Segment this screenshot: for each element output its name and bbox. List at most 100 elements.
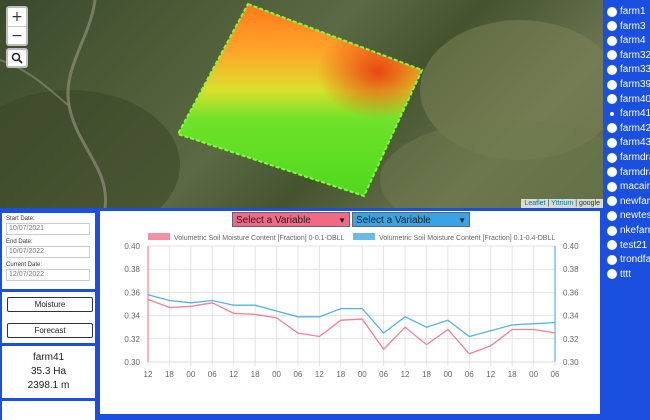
y-tick-right: 0.32 [563, 335, 579, 344]
farm-radio-button[interactable] [607, 269, 617, 280]
x-tick-label: 12 [315, 370, 324, 379]
x-tick-label: 12 [486, 370, 495, 379]
leaflet-link[interactable]: Leaflet [524, 200, 546, 207]
farm-radio-button[interactable] [607, 21, 617, 32]
farm-list-item[interactable]: farm4 [607, 34, 646, 47]
farm-list-item[interactable]: farm1 [607, 5, 646, 18]
farm-label: nkefarn [620, 225, 650, 236]
end-date-label: End Date: [6, 239, 33, 245]
x-tick-label: 12 [144, 370, 153, 379]
x-tick-label: 06 [293, 370, 302, 379]
variable-select-2[interactable]: Select a Variable ▼ [352, 212, 470, 227]
farm-radio-button[interactable] [607, 64, 617, 75]
x-tick-label: 18 [336, 370, 345, 379]
farm-label: farm40 [620, 93, 650, 105]
farm-perimeter: 2398.1 m [27, 380, 70, 391]
legend-label: Volumetric Soil Moisture Content [Fracti… [174, 235, 345, 242]
farm-radio-button[interactable] [607, 79, 617, 90]
farm-radio-button[interactable] [607, 35, 617, 46]
satellite-map[interactable]: + − Leaflet | Yttrium | google [0, 0, 603, 208]
google-credit: google [578, 200, 600, 207]
end-date-input[interactable]: 10/07/2022 [6, 246, 90, 258]
farm-radio-button[interactable] [607, 123, 617, 134]
moisture-button[interactable]: Moisture [7, 297, 93, 312]
farm-label: tttt [620, 268, 632, 280]
zoom-out-button[interactable]: − [8, 26, 26, 44]
farm-label: newtest [620, 210, 650, 222]
y-tick-left: 0.38 [124, 265, 140, 274]
farm-radio-button[interactable] [607, 6, 617, 17]
farm-list-item[interactable]: farmdra [607, 166, 650, 179]
y-tick-right: 0.34 [563, 312, 579, 321]
farm-list-item[interactable]: farm32 [607, 49, 650, 62]
farm-list-item[interactable]: farm3 [607, 20, 646, 33]
farm-radio-button[interactable] [607, 152, 617, 163]
x-tick-label: 18 [251, 370, 260, 379]
y-tick-right: 0.36 [563, 288, 579, 297]
farm-list-item[interactable]: farm41 [607, 107, 650, 120]
farm-list-item[interactable]: tttt [607, 268, 631, 281]
farm-radio-button[interactable] [607, 181, 617, 192]
x-tick-label: 18 [508, 370, 517, 379]
farm-area: 35.3 Ha [30, 366, 67, 377]
farm-list-item[interactable]: newtest [607, 209, 650, 222]
legend-swatch [148, 233, 170, 240]
farm-list-item[interactable]: farmdra [607, 151, 650, 164]
farm-list-item[interactable]: trondfa [607, 253, 650, 266]
farm-list-item[interactable]: macaira [607, 180, 650, 193]
farm-radio-button[interactable] [607, 50, 617, 61]
farm-list-item[interactable]: farm43 [607, 136, 650, 149]
y-tick-left: 0.30 [124, 358, 140, 367]
chevron-down-icon: ▼ [338, 216, 346, 225]
zoom-in-button[interactable]: + [11, 9, 23, 25]
variable-select-2-label: Select a Variable [356, 215, 431, 226]
current-date-input[interactable]: 12/07/2022 [6, 269, 90, 281]
farm-radio-button[interactable] [607, 196, 617, 207]
farm-label: farm41 [620, 108, 650, 120]
farm-list-item[interactable]: farm39 [607, 78, 650, 91]
farm-radio-button[interactable] [607, 167, 617, 178]
x-tick-label: 06 [208, 370, 217, 379]
farm-radio-button[interactable] [607, 240, 617, 251]
farm-list-item[interactable]: farm40 [607, 93, 650, 106]
farm-list-item[interactable]: farm42 [607, 122, 650, 135]
farm-radio-button[interactable] [607, 254, 617, 265]
farm-label: farm39 [620, 79, 650, 90]
farm-label: farm1 [620, 6, 646, 17]
x-tick-label: 00 [529, 370, 538, 379]
zoom-control: + − [6, 6, 28, 46]
farm-list-item[interactable]: test21 [607, 239, 647, 252]
farm-list-item[interactable]: nkefarn [607, 224, 650, 237]
map-search-button[interactable] [6, 48, 28, 68]
farm-radio-button[interactable] [607, 109, 617, 119]
farm-radio-button[interactable] [607, 210, 617, 221]
legend-label: Volumetric Soil Moisture Content [Fracti… [379, 235, 555, 242]
start-date-input[interactable]: 10/07/2021 [6, 223, 90, 235]
farm-label: farmdra [620, 166, 650, 178]
farm-label: farm33 [620, 64, 650, 76]
farm-list-item[interactable]: newfarm [607, 195, 650, 208]
y-tick-left: 0.40 [124, 242, 140, 251]
farm-field-overlay[interactable] [0, 0, 603, 208]
variable-select-1[interactable]: Select a Variable ▼ [232, 212, 350, 227]
farm-list-item[interactable]: farm33 [607, 63, 650, 76]
farm-label: farm4 [620, 35, 646, 47]
chart-panel: Select a Variable ▼ Select a Variable ▼ … [100, 211, 600, 414]
forecast-button[interactable]: Forecast [7, 323, 93, 338]
x-tick-label: 18 [422, 370, 431, 379]
chevron-down-icon: ▼ [458, 216, 466, 225]
farm-name: farm41 [32, 352, 65, 363]
farm-radio-button[interactable] [607, 94, 617, 105]
farm-radio-list: farm1 farm3 farm4 farm32 farm33 farm39 farm40 f… [603, 0, 650, 420]
farm-label: farm42 [620, 122, 650, 134]
x-tick-label: 18 [165, 370, 174, 379]
farm-radio-button[interactable] [607, 225, 617, 236]
attribution-separator: | [573, 200, 579, 207]
search-icon [11, 52, 23, 64]
farm-radio-button[interactable] [607, 137, 617, 148]
farm-label: newfarm [620, 195, 650, 207]
y-tick-right: 0.38 [563, 265, 579, 274]
farm-label: trondfa [620, 254, 650, 266]
y-tick-right: 0.30 [563, 358, 579, 367]
provider-link[interactable]: Yttrium [551, 200, 574, 207]
